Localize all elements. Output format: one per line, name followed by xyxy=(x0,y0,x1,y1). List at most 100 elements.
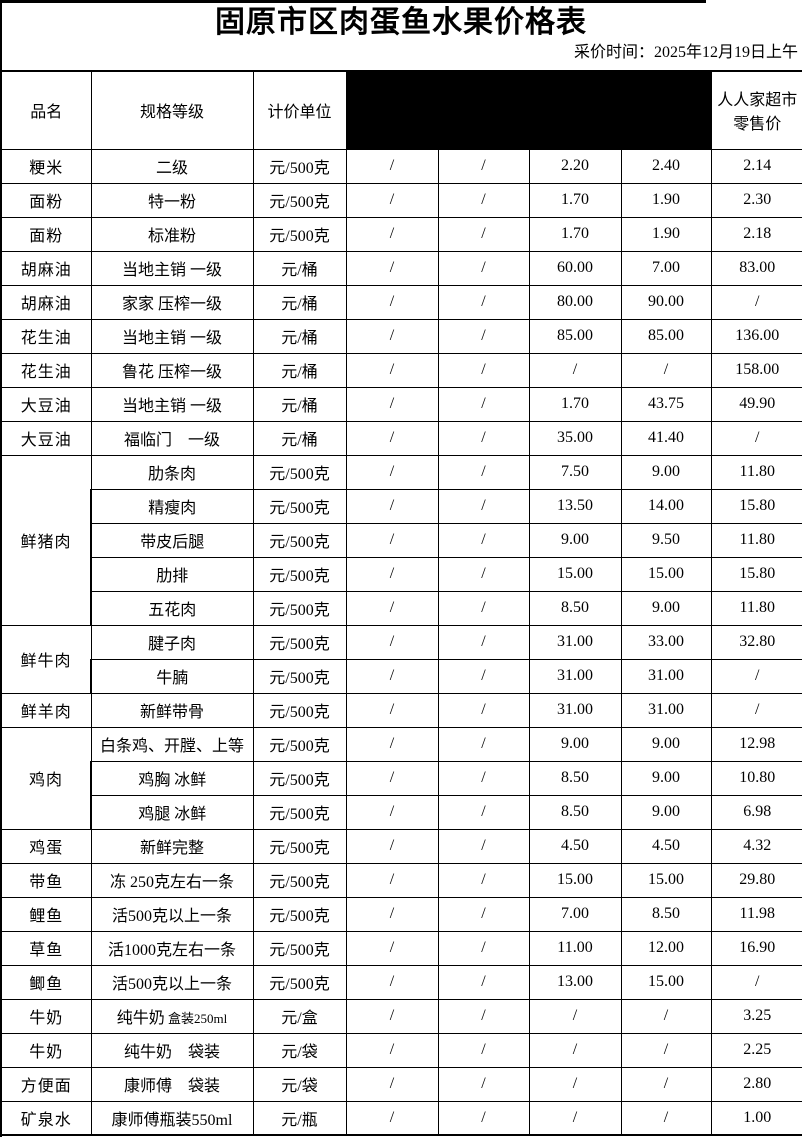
product-name-cell: 带鱼 xyxy=(0,862,92,898)
pricing-unit-cell: 元/500克 xyxy=(252,726,347,762)
product-name-cell: 面粉 xyxy=(0,216,92,252)
price-cell: 1.90 xyxy=(620,216,712,252)
table-row: 带鱼冻 250克左右一条 元/500克 //15.00 15.00 29.80 xyxy=(0,862,802,898)
price-cell: / xyxy=(437,964,530,1000)
price-cell: 1.70 xyxy=(528,216,622,252)
spec-grade-cell: 活500克以上一条 xyxy=(90,896,254,932)
spec-grade-cell: 鸡胸 冰鲜 xyxy=(90,760,254,796)
price-cell: / xyxy=(528,998,622,1034)
product-name-cell: 花生油 xyxy=(0,352,92,388)
price-cell: / xyxy=(528,1032,622,1068)
pricing-unit-cell: 元/桶 xyxy=(252,352,347,388)
table-row: 粳米 二级 元/500克 //2.20 2.40 2.14 xyxy=(0,148,802,184)
pricing-unit-cell: 元/500克 xyxy=(252,624,347,660)
pricing-unit-cell: 元/袋 xyxy=(252,1066,347,1102)
price-cell: / xyxy=(437,930,530,966)
product-name-cell: 大豆油 xyxy=(0,386,92,422)
price-cell: 9.00 xyxy=(620,726,712,762)
product-name-cell: 草鱼 xyxy=(0,930,92,966)
product-name-cell: 胡麻油 xyxy=(0,284,92,320)
price-cell: / xyxy=(345,1066,439,1102)
price-cell: / xyxy=(437,250,530,286)
price-cell: 2.30 xyxy=(710,182,802,218)
price-cell: / xyxy=(437,216,530,252)
price-cell: 2.25 xyxy=(710,1032,802,1068)
spec-grade-cell: 带皮后腿 xyxy=(90,522,254,558)
price-cell: / xyxy=(437,760,530,796)
price-cell: 8.50 xyxy=(528,794,622,830)
price-cell: / xyxy=(437,590,530,626)
left-border-line xyxy=(0,0,2,1137)
price-cell: 83.00 xyxy=(710,250,802,286)
price-cell: / xyxy=(345,964,439,1000)
price-cell: / xyxy=(710,284,802,320)
table-row: 方便面 康师傅 袋装 元/袋 / / //2.80 xyxy=(0,1066,802,1102)
price-cell: 7.50 xyxy=(528,454,622,490)
pricing-unit-cell: 元/500克 xyxy=(252,658,347,694)
price-cell: / xyxy=(345,386,439,422)
price-cell: 31.00 xyxy=(528,692,622,728)
product-name-cell: 鲫鱼 xyxy=(0,964,92,1000)
pricing-unit-cell: 元/500克 xyxy=(252,930,347,966)
header-spec-grade: 规格等级 xyxy=(90,70,254,150)
table-row: 鸡胸 冰鲜 元/500克 //8.50 9.00 10.80 xyxy=(1,760,802,796)
price-cell: / xyxy=(437,1100,530,1136)
table-row: 矿泉水 康师傅瓶装550ml 元/瓶 / / //1.00 xyxy=(0,1100,802,1136)
product-name-cell: 花生油 xyxy=(0,318,92,354)
price-cell: 15.00 xyxy=(620,964,712,1000)
price-cell: 8.50 xyxy=(620,896,712,932)
price-cell: 16.90 xyxy=(710,930,802,966)
price-cell: 13.00 xyxy=(528,964,622,1000)
price-cell: 6.98 xyxy=(710,794,802,830)
price-cell: / xyxy=(437,420,530,456)
header-row: 品名 规格等级 计价单位 人人家超市 零售价 xyxy=(0,70,802,150)
price-cell: / xyxy=(437,692,530,728)
pricing-unit-cell: 元/500克 xyxy=(252,760,347,796)
product-name-cell: 鸡蛋 xyxy=(0,828,92,864)
table-row: 鲜猪肉 肋条肉 元/500克 //7.50 9.00 11.80 xyxy=(0,454,802,626)
price-cell: 43.75 xyxy=(620,386,712,422)
price-cell: / xyxy=(345,420,439,456)
doc-header: 固原市区肉蛋鱼水果价格表 采价时间：2025年12月19日上午 xyxy=(0,0,802,70)
spec-grade-cell: 新鲜完整 xyxy=(90,828,254,864)
price-cell: / xyxy=(345,250,439,286)
price-cell: / xyxy=(710,420,802,456)
spec-grade-cell: 白条鸡、开膛、上等 xyxy=(90,726,254,762)
spec-grade-cell: 精瘦肉 xyxy=(90,488,254,524)
price-cell: / xyxy=(437,896,530,932)
price-cell: 15.00 xyxy=(620,862,712,898)
price-cell: / xyxy=(345,624,439,660)
product-name-cell: 大豆油 xyxy=(0,420,92,456)
table-row: 面粉 特一粉 元/500克 //1.70 1.90 2.30 xyxy=(0,182,802,218)
price-cell: 9.00 xyxy=(620,794,712,830)
price-cell: / xyxy=(437,386,530,422)
price-cell: 15.00 xyxy=(620,556,712,592)
price-cell: / xyxy=(345,488,439,524)
price-cell: / xyxy=(528,352,622,388)
table-row: 肋排 元/500克 //15.00 15.00 15.80 xyxy=(1,556,802,592)
pricing-unit-cell: 元/500克 xyxy=(252,148,347,184)
header-product-name: 品名 xyxy=(0,70,92,150)
price-cell: / xyxy=(345,896,439,932)
spec-grade-cell: 标准粉 xyxy=(90,216,254,252)
price-cell: / xyxy=(437,352,530,388)
pricing-unit-cell: 元/500克 xyxy=(252,556,347,592)
spec-grade-cell: 家家 压榨一级 xyxy=(90,284,254,320)
price-table: 品名 规格等级 计价单位 人人家超市 零售价 粳米 二级 元/500克 //2.20 2… xyxy=(0,70,802,1136)
pricing-unit-cell: 元/瓶 xyxy=(252,1100,347,1136)
product-name-cell: 鲤鱼 xyxy=(0,896,92,932)
price-cell: / xyxy=(437,862,530,898)
spec-grade-cell: 肋条肉 xyxy=(90,454,254,490)
spec-grade-cell: 肋排 xyxy=(90,556,254,592)
spec-grade-cell: 鲁花 压榨一级 xyxy=(90,352,254,388)
price-cell: 1.70 xyxy=(528,182,622,218)
price-cell: 12.00 xyxy=(620,930,712,966)
table-row: 牛奶 纯牛奶 盒装250ml 元/盒 / / //3.25 xyxy=(0,998,802,1034)
price-cell: 15.00 xyxy=(528,556,622,592)
table-row: 面粉 标准粉 元/500克 //1.70 1.90 2.18 xyxy=(0,216,802,252)
price-cell: 8.50 xyxy=(528,760,622,796)
product-name-cell: 鲜牛肉 xyxy=(0,624,92,694)
pricing-unit-cell: 元/桶 xyxy=(252,386,347,422)
pricing-unit-cell: 元/桶 xyxy=(252,318,347,354)
price-cell: 3.25 xyxy=(710,998,802,1034)
